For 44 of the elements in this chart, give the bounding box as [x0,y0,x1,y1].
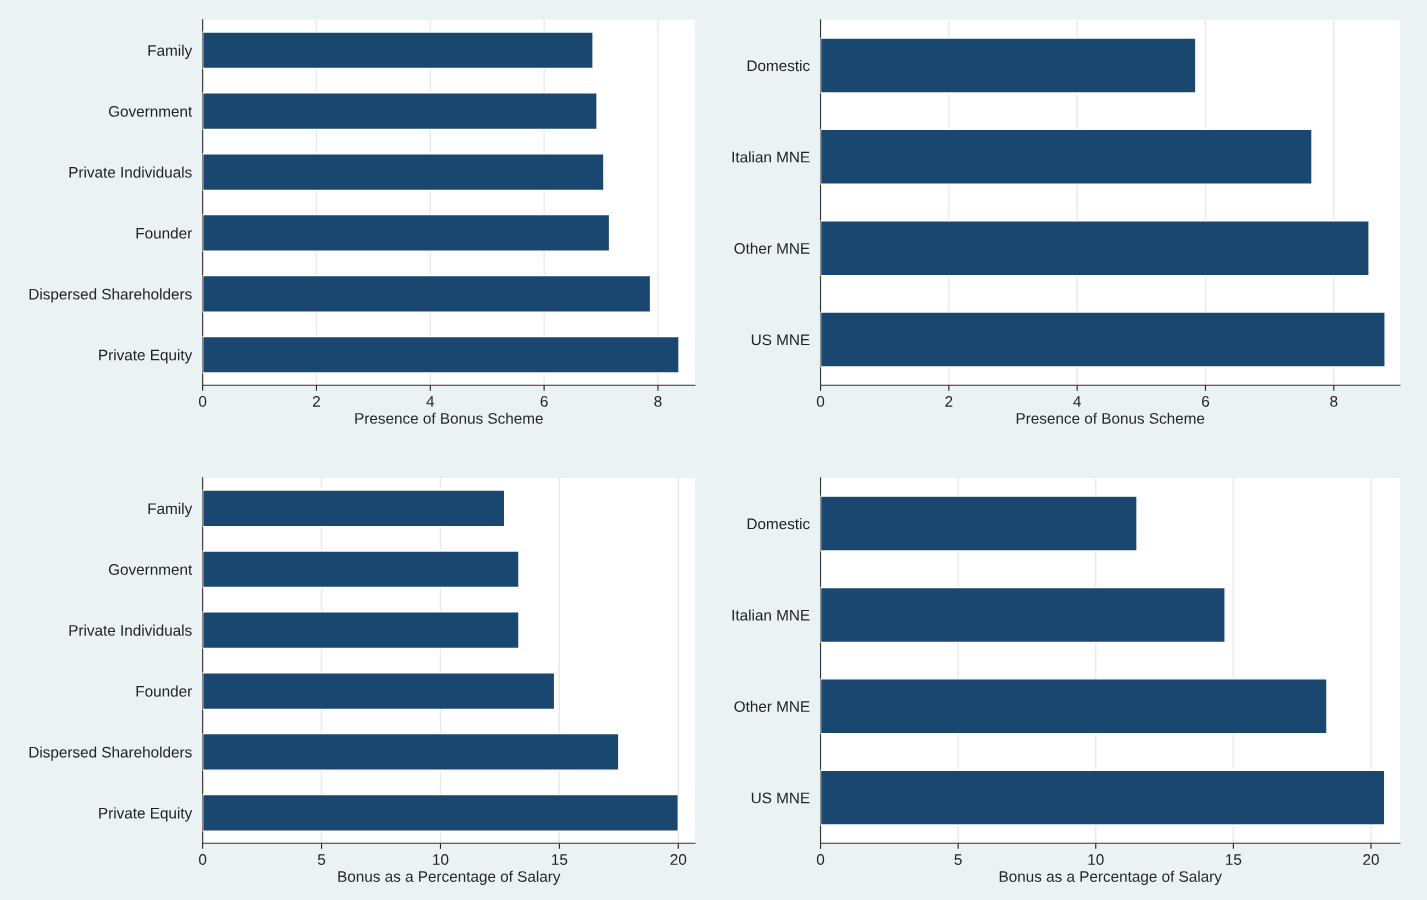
x-tick-label: 0 [816,396,825,407]
y-tick-label: Dispersed Shareholders [29,288,192,303]
x-tick-label: 8 [654,396,662,407]
x-tick-label: 0 [198,854,207,865]
x-tick-label: 10 [1088,854,1104,865]
x-tick-label: 20 [670,854,687,865]
y-tick-label: Italian MNE [732,609,810,621]
y-tick-label: Private Equity [99,349,193,364]
x-tick-label: 0 [198,396,207,407]
y-tick-label: Dispersed Shareholders [29,746,192,761]
x-tick-label: 0 [816,854,825,865]
x-tick-label: 2 [945,396,953,407]
y-tick-label: US MNE [751,334,810,346]
y-tick-label: Founder [136,227,192,239]
y-tick-label: Italian MNE [732,151,810,163]
y-tick-label: Government [108,564,193,575]
x-tick-label: 6 [1202,396,1210,407]
x-tick-label: 20 [1363,854,1379,865]
x-axis-title: Presence of Bonus Scheme [1016,412,1205,424]
x-tick-label: 2 [312,396,320,407]
x-axis-title: Presence of Bonus Scheme [355,412,543,424]
x-tick-label: 5 [954,854,962,865]
x-tick-label: 15 [1226,854,1242,865]
y-tick-label: Private Equity [99,807,193,822]
y-tick-label: Government [108,106,193,117]
x-axis-title: Bonus as a Percentage of Salary [999,870,1222,885]
y-tick-label: Private Individuals [69,624,192,636]
x-tick-label: 4 [426,396,435,407]
x-tick-label: 10 [433,854,449,865]
x-tick-label: 5 [317,854,326,865]
y-tick-label: Family [148,44,193,59]
x-axis-title: Bonus as a Percentage of Salary [338,870,561,885]
x-tick-label: 15 [552,854,568,865]
x-tick-label: 8 [1330,396,1338,407]
y-tick-label: Other MNE [734,700,810,712]
y-tick-label: Domestic [747,518,810,530]
x-tick-label: 4 [1073,396,1081,407]
y-tick-label: Private Individuals [69,166,192,178]
y-tick-label: Domestic [747,59,810,72]
x-tick-label: 6 [540,396,548,407]
y-tick-label: US MNE [751,792,810,804]
y-tick-label: Other MNE [734,242,810,254]
y-tick-label: Founder [136,685,192,697]
y-tick-label: Family [148,502,193,518]
